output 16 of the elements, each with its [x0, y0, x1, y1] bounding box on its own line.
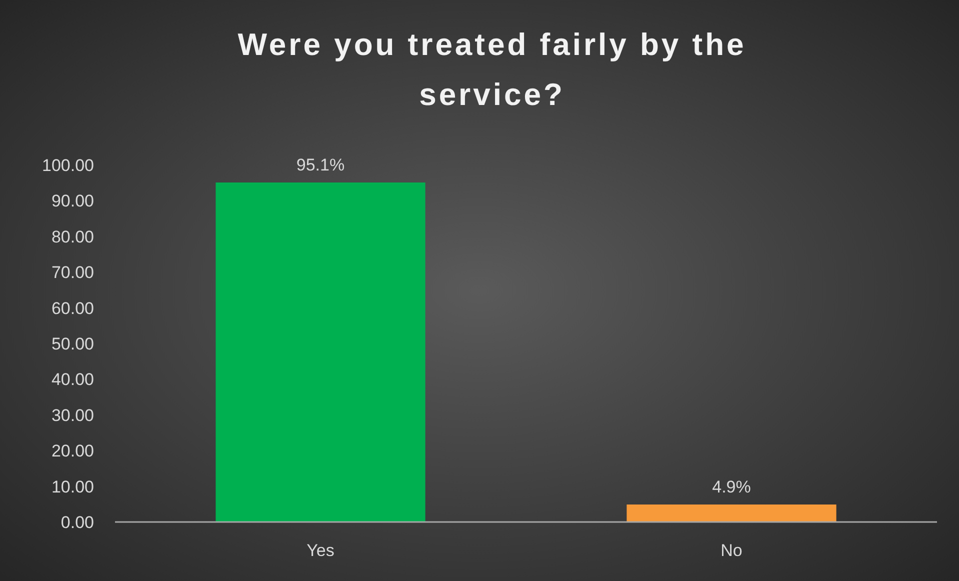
y-tick-label: 10.00 [51, 477, 94, 496]
y-tick-label: 0.00 [60, 513, 94, 532]
chart-title: Were you treated fairly by the service? [238, 27, 746, 112]
y-tick-label: 30.00 [51, 406, 94, 425]
y-tick-label: 20.00 [51, 442, 94, 461]
data-label: 95.1% [296, 155, 345, 174]
y-tick-label: 50.00 [51, 334, 94, 354]
y-tick-label: 40.00 [51, 370, 94, 390]
y-tick-label: 100.00 [42, 156, 94, 175]
data-label: 4.9% [712, 478, 751, 497]
x-tick-label: No [720, 541, 742, 560]
y-tick-label: 80.00 [51, 227, 94, 246]
y-tick-label: 90.00 [51, 192, 94, 211]
y-tick-label: 70.00 [51, 263, 94, 282]
x-tick-label: Yes [306, 541, 334, 560]
y-tick-label: 60.00 [51, 298, 94, 318]
